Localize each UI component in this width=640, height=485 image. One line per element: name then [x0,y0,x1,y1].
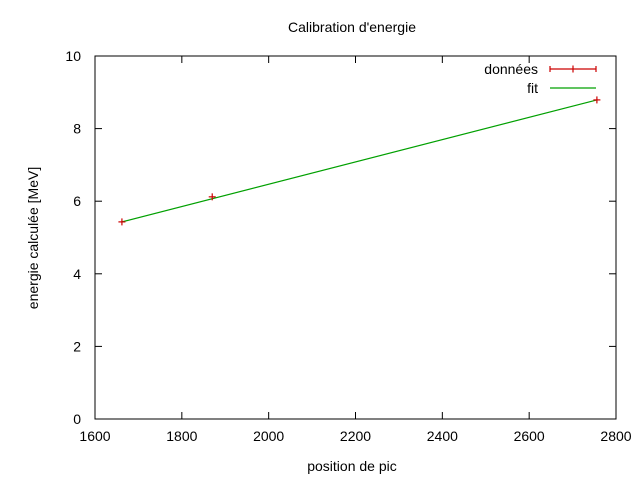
legend-label-donnees: données [484,61,538,77]
legend-sample-donnees [549,65,597,73]
y-tick-label: 10 [65,48,81,64]
y-tick-label: 2 [73,338,81,354]
y-tick-label: 4 [73,266,81,282]
data-point [118,218,126,226]
x-axis-ticks: 1600 1800 2000 2200 2400 2600 2800 [79,56,632,444]
x-tick-label: 2200 [340,428,371,444]
y-axis-ticks: 0 2 4 6 8 10 [65,48,616,427]
y-axis-label: energie calculée [MeV] [25,167,41,309]
fit-line [121,99,598,223]
legend-label-fit: fit [527,80,538,96]
x-tick-label: 2000 [253,428,284,444]
series-layer [118,96,601,226]
x-tick-label: 1600 [79,428,110,444]
y-tick-label: 6 [73,193,81,209]
x-tick-label: 2400 [427,428,458,444]
x-tick-label: 2800 [600,428,631,444]
legend: données fit [484,61,597,96]
x-axis-label: position de pic [307,458,397,474]
x-tick-label: 2600 [514,428,545,444]
data-point [208,193,216,201]
y-tick-label: 8 [73,121,81,137]
data-point [593,96,601,104]
chart-title: Calibration d'energie [288,19,416,35]
y-tick-label: 0 [73,411,81,427]
x-tick-label: 1800 [166,428,197,444]
